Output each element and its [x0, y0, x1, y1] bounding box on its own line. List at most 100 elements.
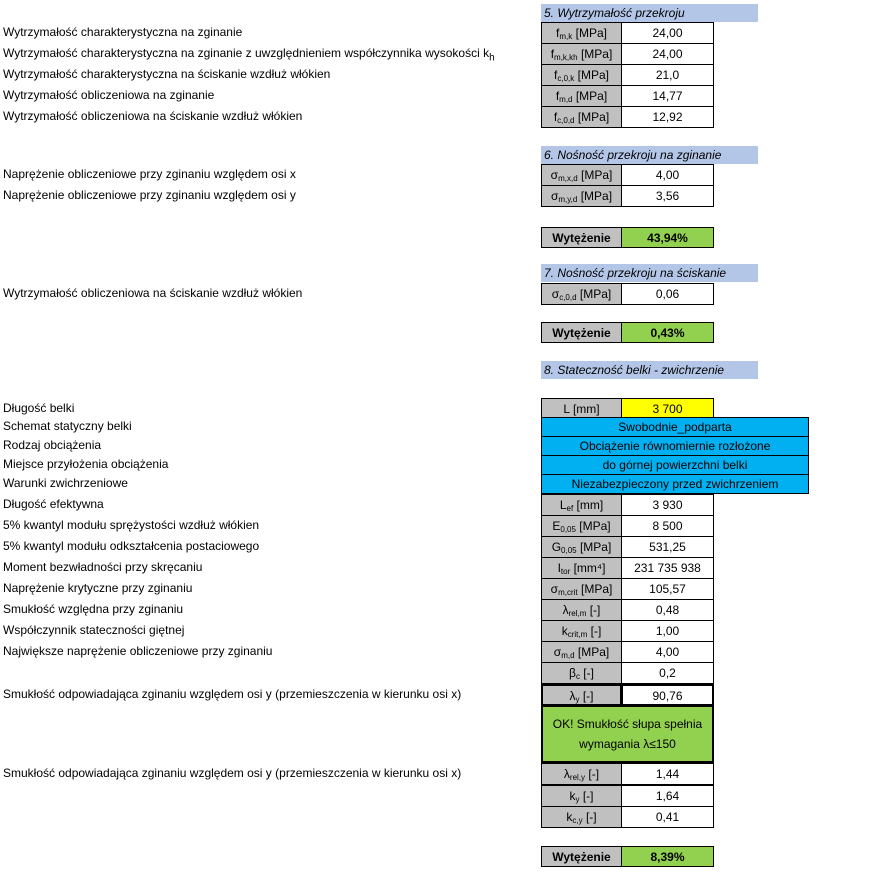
value-cell[interactable]: 1,64: [621, 785, 714, 807]
unit: [-]: [582, 789, 594, 803]
section-6-header: 6. Nośność przekroju na zginanie: [541, 146, 758, 164]
value-cell[interactable]: 531,25: [621, 536, 714, 558]
value-cell[interactable]: 24,00: [621, 22, 714, 44]
label-text: Smukłość odpowiadająca zginaniu względem…: [3, 687, 462, 701]
unit: [-]: [582, 689, 594, 703]
value-cell[interactable]: 21,0: [621, 64, 714, 86]
row-label: Wytrzymałość obliczeniowa na ściskanie w…: [3, 283, 302, 304]
symbol-subscript: c,0,d: [559, 293, 577, 302]
value-cell[interactable]: 3 930: [621, 494, 714, 516]
option-dropdown[interactable]: Niezabezpieczony przed zwichrzeniem: [541, 474, 809, 494]
value-cell[interactable]: 0,41: [621, 806, 714, 828]
symbol-content: βc [-]: [569, 663, 594, 683]
unit: [MPa]: [577, 68, 609, 82]
label-text: Wytrzymałość charakterystyczna na zginan…: [3, 25, 243, 39]
value-cell[interactable]: 4,00: [621, 164, 714, 186]
value-cell[interactable]: 14,77: [621, 85, 714, 107]
label-text: Naprężenie obliczeniowe przy zginaniu wz…: [3, 188, 296, 202]
unit: [mm]: [572, 402, 600, 416]
label-text: Długość belki: [3, 401, 75, 415]
value-cell[interactable]: 8 500: [621, 515, 714, 537]
utilization-label: Wytężenie: [541, 846, 622, 867]
symbol-subscript: rel,y: [569, 773, 586, 782]
utilization-value: 0,43%: [621, 322, 714, 343]
value-cell[interactable]: 1,44: [621, 763, 714, 785]
section-8-header: 8. Stateczność belki - zwichrzenie: [541, 361, 758, 379]
unit: [MPa]: [579, 519, 611, 533]
symbol-content: kcrit,m [-]: [562, 621, 602, 641]
symbol: E: [552, 519, 561, 533]
value-cell[interactable]: 0,06: [621, 283, 714, 305]
option-dropdown[interactable]: Obciążenie równomiernie rozłożone: [541, 436, 809, 456]
unit: [MPa]: [579, 540, 612, 554]
value-cell[interactable]: 105,57: [621, 578, 714, 600]
unit: [-]: [588, 767, 600, 781]
symbol-cell: fm,d [MPa]: [541, 85, 622, 107]
symbol-cell: G0,05 [MPa]: [541, 536, 622, 558]
option-label: Warunki zwichrzeniowe: [3, 476, 128, 490]
unit: [MPa]: [580, 47, 613, 61]
unit: [MPa]: [580, 189, 613, 203]
symbol-content: σm,crit [MPa]: [551, 579, 613, 599]
symbol-content: G0,05 [MPa]: [551, 537, 612, 557]
symbol-content: ky [-]: [569, 786, 594, 806]
unit: [mm⁴]: [573, 561, 606, 575]
unit: [-]: [589, 603, 601, 617]
value-cell[interactable]: 12,92: [621, 106, 714, 128]
symbol-subscript: m,y,d: [558, 195, 578, 204]
row-label: Naprężenie obliczeniowe przy zginaniu wz…: [3, 164, 296, 185]
symbol-cell: fm,k,kh [MPa]: [541, 43, 622, 65]
symbol-subscript: tor: [560, 567, 571, 576]
symbol-content: kc,y [-]: [566, 807, 596, 827]
value-cell[interactable]: 24,00: [621, 43, 714, 65]
label-text: Naprężenie obliczeniowe przy zginaniu wz…: [3, 167, 296, 181]
symbol-cell: ky [-]: [541, 785, 622, 807]
label-text: Naprężenie krytyczne przy zginaniu: [3, 581, 193, 595]
symbol-cell: βc [-]: [541, 662, 622, 684]
utilization-value: 8,39%: [621, 846, 714, 867]
symbol-cell: σm,d [MPa]: [541, 641, 622, 663]
label-text: Wytrzymałość obliczeniowa na zginanie: [3, 88, 215, 102]
option-label: Schemat statyczny belki: [3, 419, 132, 433]
symbol: σ: [553, 645, 562, 659]
symbol: λ: [563, 767, 570, 781]
value-cell[interactable]: 3 700: [621, 398, 714, 420]
option-dropdown[interactable]: do górnej powierzchni belki: [541, 455, 809, 475]
option-label: Miejsce przyłożenia obciążenia: [3, 457, 169, 471]
row-label: Długość belki: [3, 398, 74, 419]
symbol-content: λy [-]: [569, 686, 594, 704]
symbol: G: [551, 540, 562, 554]
value-cell[interactable]: 3,56: [621, 185, 714, 207]
value-cell[interactable]: 4,00: [621, 641, 714, 663]
symbol: k: [566, 810, 573, 824]
unit: [MPa]: [579, 287, 612, 301]
symbol-subscript: c,y: [572, 816, 583, 825]
value-cell[interactable]: 0,2: [621, 662, 714, 684]
symbol-content: fm,k [MPa]: [556, 23, 607, 43]
symbol-cell: σc,0,d [MPa]: [541, 283, 622, 305]
symbol-cell: Itor [mm⁴]: [541, 557, 622, 579]
symbol-cell: λrel,m [-]: [541, 599, 622, 621]
symbol-subscript: m,d: [561, 651, 575, 660]
row-label: Smukłość odpowiadająca zginaniu względem…: [3, 684, 461, 705]
section-7-header: 7. Nośność przekroju na ściskanie: [541, 264, 758, 282]
value-cell[interactable]: 231 735 938: [621, 557, 714, 579]
symbol-cell: Lef [mm]: [541, 494, 622, 516]
symbol-cell: E0,05 [MPa]: [541, 515, 622, 537]
ok-line-1: OK! Smukłość słupa spełnia: [552, 717, 703, 731]
symbol: I: [557, 561, 561, 575]
symbol-subscript: crit,m: [567, 630, 588, 639]
label-text: Największe naprężenie obliczeniowe przy …: [3, 644, 273, 658]
slenderness-ok-message: OK! Smukłość słupa spełnia wymagania λ≤15…: [541, 705, 714, 763]
value-cell[interactable]: 90,76: [621, 684, 714, 706]
row-label: Wytrzymałość charakterystyczna na zginan…: [3, 22, 242, 43]
row-label: Smukłość odpowiadająca zginaniu względem…: [3, 763, 461, 784]
value-cell[interactable]: 0,48: [621, 599, 714, 621]
symbol-cell: σm,y,d [MPa]: [541, 185, 622, 207]
symbol-subscript: 0,05: [560, 525, 576, 534]
unit: [MPa]: [575, 89, 608, 103]
option-dropdown[interactable]: Swobodnie_podparta: [541, 417, 809, 437]
symbol-content: fc,0,d [MPa]: [554, 107, 609, 127]
symbol-content: L [mm]: [563, 399, 600, 419]
value-cell[interactable]: 1,00: [621, 620, 714, 642]
